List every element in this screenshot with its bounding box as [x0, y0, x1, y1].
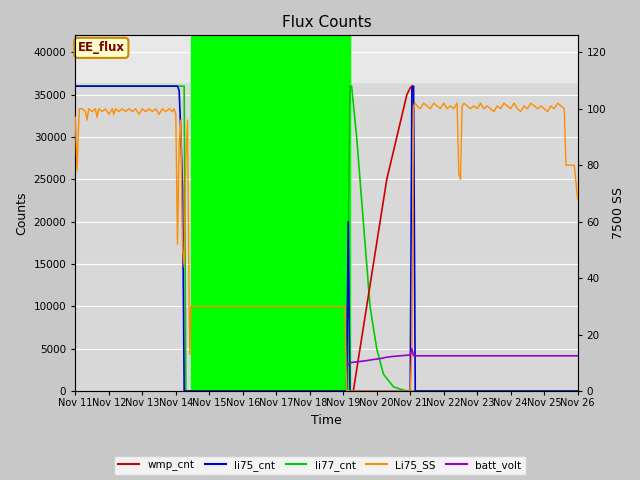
Bar — [191, 36, 350, 391]
Y-axis label: 7500 SS: 7500 SS — [612, 187, 625, 239]
Title: Flux Counts: Flux Counts — [282, 15, 371, 30]
Bar — [76, 36, 578, 82]
Text: EE_flux: EE_flux — [78, 41, 125, 54]
Legend: wmp_cnt, li75_cnt, li77_cnt, Li75_SS, batt_volt: wmp_cnt, li75_cnt, li77_cnt, Li75_SS, ba… — [115, 456, 525, 475]
Y-axis label: Counts: Counts — [15, 192, 28, 235]
X-axis label: Time: Time — [311, 414, 342, 427]
